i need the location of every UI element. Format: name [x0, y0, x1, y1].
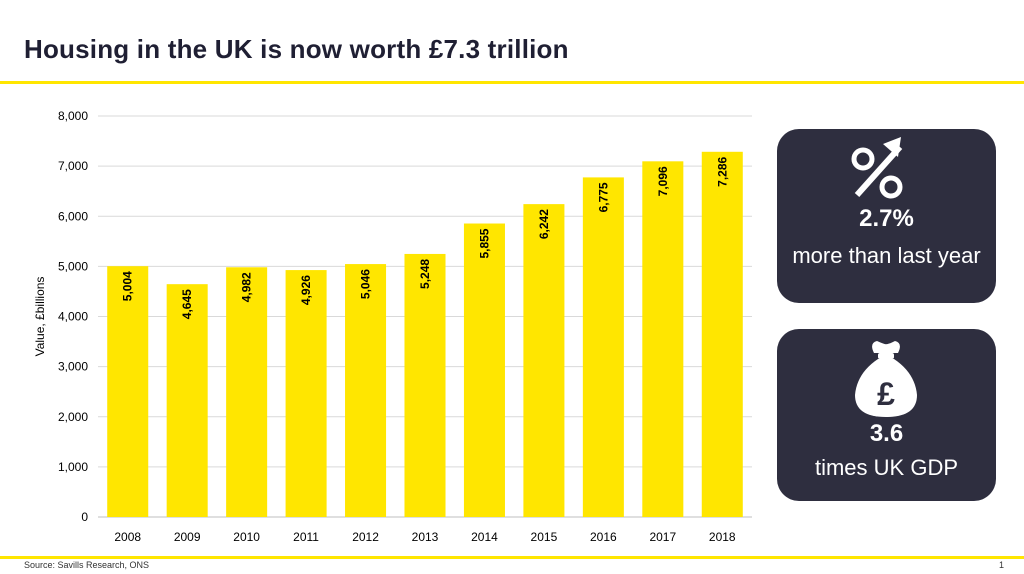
bottom-rule	[0, 556, 1024, 559]
y-tick-label: 3,000	[58, 360, 88, 374]
stat-value-growth: 2.7%	[859, 205, 914, 232]
top-rule	[0, 81, 1024, 84]
stat-value-gdp: 3.6	[869, 420, 904, 447]
bar	[226, 267, 268, 517]
data-label: 4,645	[180, 289, 194, 319]
y-tick-label: 2,000	[58, 410, 88, 424]
data-label: 4,926	[299, 275, 313, 305]
x-tick-label: 2013	[412, 530, 439, 544]
data-label: 4,982	[240, 272, 254, 302]
bar	[345, 264, 387, 517]
money-bag-pound-icon: £	[855, 341, 917, 417]
bar	[463, 223, 505, 517]
y-tick-label: 1,000	[58, 460, 88, 474]
stat-card-gdp: £ 3.6 times UK GDP	[777, 329, 996, 501]
y-tick-label: 0	[81, 510, 88, 524]
y-tick-label: 7,000	[58, 159, 88, 173]
x-tick-label: 2014	[471, 530, 498, 544]
bar	[701, 151, 743, 517]
stat-text-growth: more than last year	[792, 243, 981, 268]
x-tick-label: 2008	[114, 530, 141, 544]
stat-card-growth: 2.7% more than last year	[777, 129, 996, 303]
bar	[166, 284, 208, 517]
x-tick-label: 2017	[649, 530, 676, 544]
bar	[582, 177, 624, 517]
x-tick-label: 2010	[233, 530, 260, 544]
y-axis-label: Value, £billions	[33, 277, 47, 357]
data-label: 5,855	[477, 228, 491, 258]
percent-up-arrow-icon	[851, 137, 903, 199]
bar-chart: 0 1,000 2,000 3,000 4,000 5,000 6,000 7,000 8,00…	[33, 109, 752, 544]
bar	[642, 161, 684, 518]
data-label: 6,775	[596, 182, 610, 212]
x-tick-label: 2016	[590, 530, 617, 544]
x-tick-label: 2018	[709, 530, 736, 544]
bar	[404, 253, 446, 517]
y-tick-label: 8,000	[58, 109, 88, 123]
x-tick-label: 2012	[352, 530, 379, 544]
x-tick-label: 2015	[531, 530, 558, 544]
y-tick-label: 5,000	[58, 259, 88, 273]
data-label: 7,096	[656, 166, 670, 196]
data-label: 5,046	[359, 269, 373, 299]
y-tick-label: 6,000	[58, 209, 88, 223]
bar	[107, 266, 149, 517]
data-label: 6,242	[537, 209, 551, 239]
data-label: 7,286	[715, 156, 729, 186]
page-number: 1	[998, 560, 1004, 570]
data-label: 5,248	[418, 259, 432, 289]
data-label: 5,004	[121, 271, 135, 301]
stat-text-gdp: times UK GDP	[814, 455, 959, 480]
page-title: Housing in the UK is now worth £7.3 tril…	[24, 34, 569, 64]
x-tick-label: 2011	[293, 530, 319, 544]
y-tick-label: 4,000	[58, 310, 88, 324]
svg-text:£: £	[877, 376, 895, 412]
x-tick-label: 2009	[174, 530, 201, 544]
source-note: Source: Savills Research, ONS	[24, 560, 150, 570]
bar	[285, 270, 327, 517]
bar	[523, 204, 565, 517]
